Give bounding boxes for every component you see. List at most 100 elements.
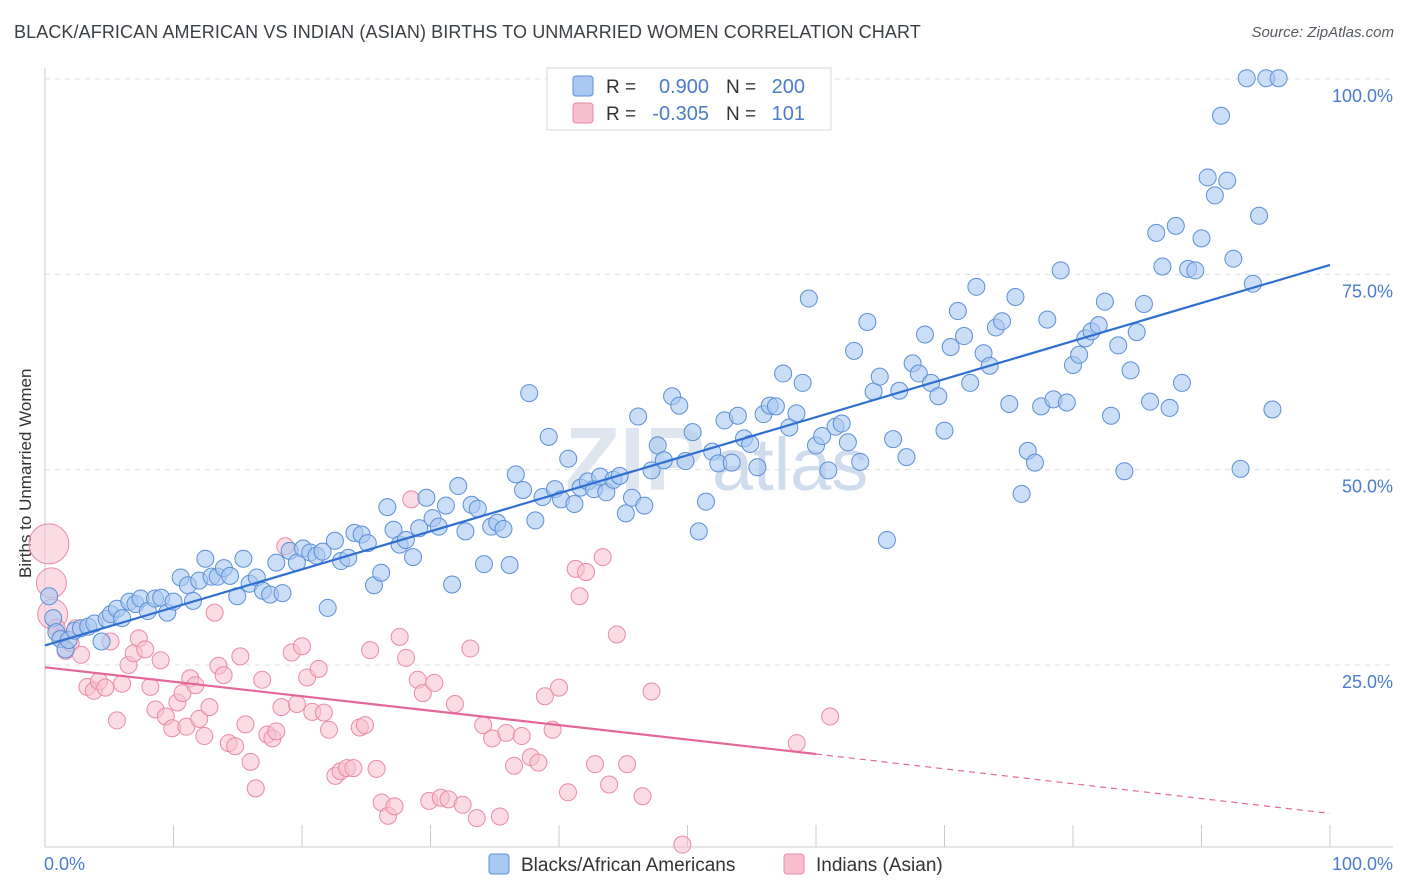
trendline-indians-extension: [815, 753, 1331, 815]
legend-series: Blacks/African Americans Indians (Asian): [488, 853, 943, 876]
data-point: [576, 562, 595, 581]
data-point: [929, 387, 948, 406]
data-point: [961, 373, 980, 392]
legend-swatch: [572, 75, 594, 97]
data-point: [417, 488, 436, 507]
data-point: [443, 575, 462, 594]
data-point: [309, 659, 328, 678]
data-point: [722, 453, 741, 472]
data-point: [1121, 361, 1140, 380]
data-point: [832, 414, 851, 433]
data-point: [526, 511, 545, 530]
data-point: [1192, 229, 1211, 248]
data-point: [246, 779, 265, 798]
legend-swatch: [572, 102, 594, 124]
data-point: [565, 495, 584, 514]
series-indians-points: [28, 490, 840, 854]
data-point: [325, 531, 344, 550]
data-point: [1172, 373, 1191, 392]
data-point: [955, 327, 974, 346]
y-tick-label: 50.0%: [1342, 477, 1393, 497]
data-point: [1205, 186, 1224, 205]
data-point: [241, 752, 260, 771]
data-point: [107, 711, 126, 730]
data-point: [1141, 392, 1160, 411]
data-point: [196, 549, 215, 568]
data-point: [1160, 398, 1179, 417]
data-point: [799, 289, 818, 308]
data-point: [474, 555, 493, 574]
data-point: [287, 695, 306, 714]
data-point: [236, 715, 255, 734]
data-point: [941, 337, 960, 356]
data-point: [136, 640, 155, 659]
data-point: [314, 703, 333, 722]
data-point: [200, 698, 219, 717]
data-point: [748, 458, 767, 477]
legend-series-swatch: [488, 853, 510, 875]
data-point: [449, 477, 468, 496]
data-point: [683, 423, 702, 442]
data-point: [559, 449, 578, 468]
data-point: [1153, 257, 1172, 276]
data-point: [505, 756, 524, 775]
data-point: [884, 430, 903, 449]
data-point: [570, 587, 589, 606]
data-point: [813, 427, 832, 446]
data-point: [673, 835, 692, 854]
trendline-blacks: [44, 263, 1331, 647]
data-point: [318, 598, 337, 617]
data-point: [367, 759, 386, 778]
data-point: [1250, 206, 1269, 225]
data-point: [1006, 287, 1025, 306]
trendlines: [44, 263, 1331, 815]
data-point: [618, 755, 637, 774]
data-point: [935, 421, 954, 440]
data-point: [1127, 323, 1146, 342]
data-point: [506, 465, 525, 484]
data-point: [819, 461, 838, 480]
data-point: [1109, 336, 1128, 355]
data-point: [821, 707, 840, 726]
data-point: [1057, 393, 1076, 412]
data-point: [1231, 459, 1250, 478]
data-point: [741, 434, 760, 453]
data-point: [877, 530, 896, 549]
data-point: [858, 312, 877, 331]
data-point: [436, 496, 455, 515]
data-point: [642, 682, 661, 701]
data-point: [967, 277, 986, 296]
data-point: [633, 787, 652, 806]
legend-box: [546, 67, 832, 131]
data-point: [1134, 295, 1153, 314]
data-point: [897, 448, 916, 467]
data-point: [1051, 261, 1070, 280]
data-point: [445, 695, 464, 714]
data-point: [870, 367, 889, 386]
data-point: [1237, 69, 1256, 88]
data-point: [319, 720, 338, 739]
legend-series-label: Blacks/African Americans: [521, 855, 735, 876]
data-point: [845, 341, 864, 360]
data-point: [993, 312, 1012, 331]
data-point: [313, 542, 332, 561]
data-point: [390, 627, 409, 646]
y-tick-label: 100.0%: [1332, 86, 1393, 106]
legend-series-label: Indians (Asian): [816, 855, 943, 876]
data-point: [616, 504, 635, 523]
data-point: [1070, 345, 1089, 364]
data-point: [539, 427, 558, 446]
data-point: [851, 452, 870, 471]
data-point: [453, 795, 472, 814]
data-point: [92, 632, 111, 651]
data-point: [494, 520, 513, 539]
data-point: [1224, 249, 1243, 268]
data-point: [413, 684, 432, 703]
x-tick-label: 100.0%: [1332, 854, 1393, 874]
data-point: [1212, 106, 1231, 125]
data-point: [1038, 310, 1057, 329]
data-point: [226, 737, 245, 756]
y-tick-label: 25.0%: [1342, 672, 1393, 692]
data-point: [607, 625, 626, 644]
legend-r-label: R =: [606, 77, 636, 98]
